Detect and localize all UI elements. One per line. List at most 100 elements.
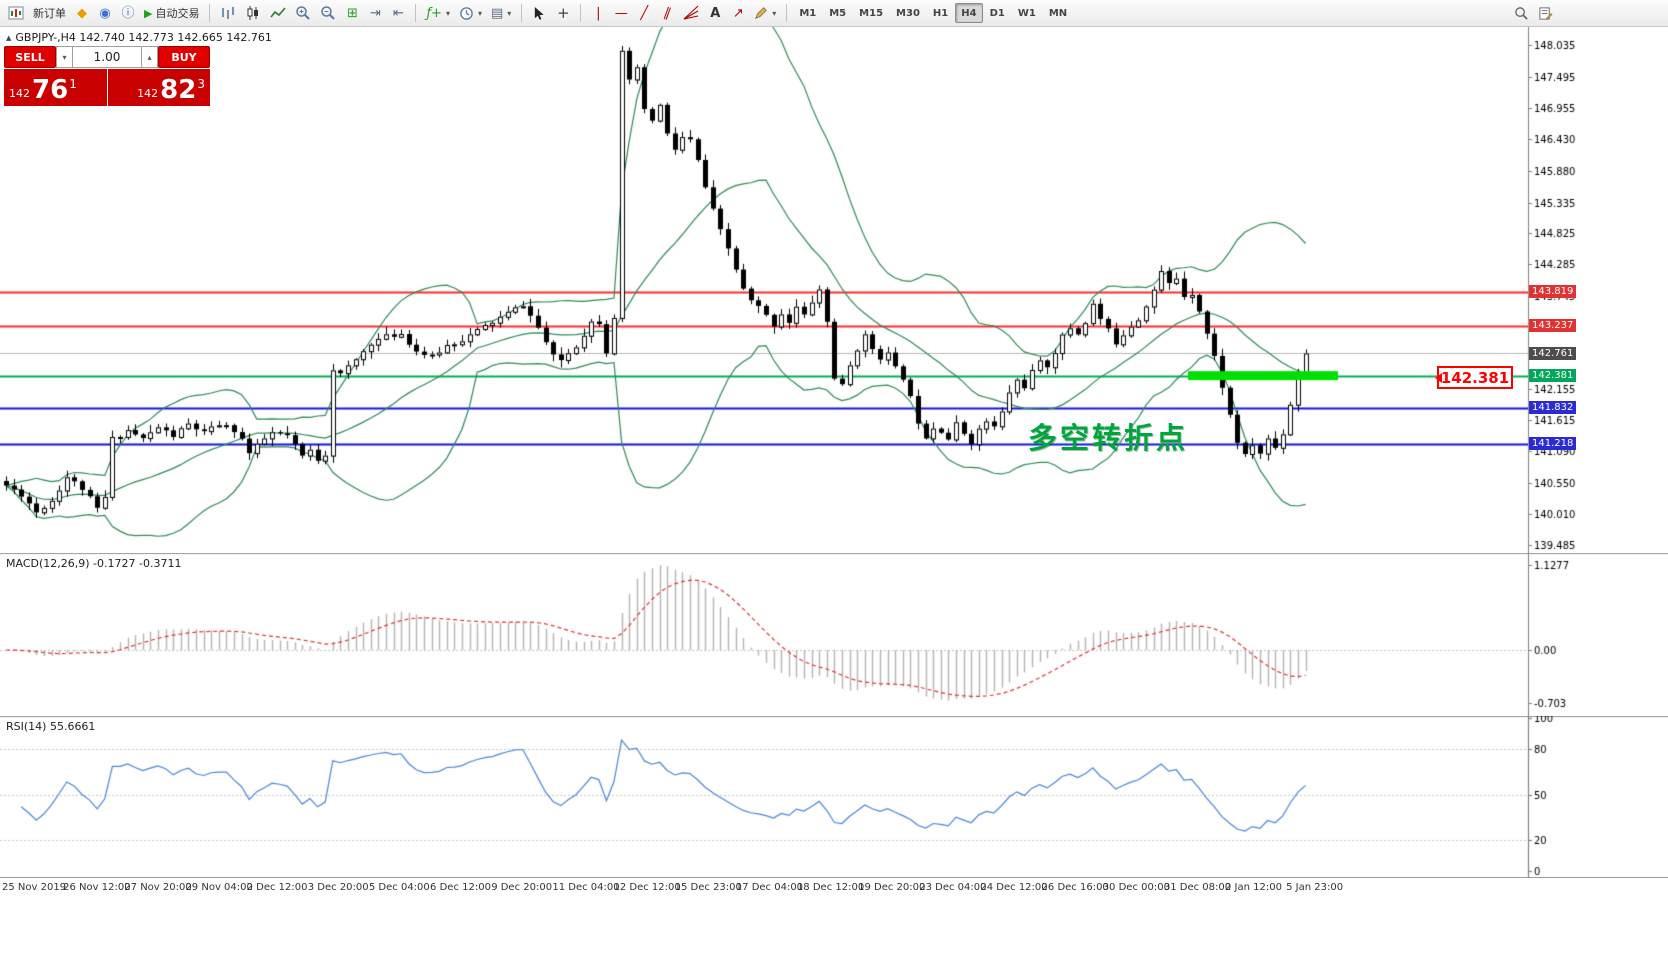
sell-price-prefix: 142 — [9, 87, 30, 100]
pencil-icon — [755, 7, 768, 20]
fibonacci-tool-icon[interactable] — [679, 2, 703, 24]
text-tool-icon[interactable]: A — [710, 5, 721, 21]
macd-indicator-label: MACD(12,26,9) -0.1727 -0.3711 — [6, 557, 182, 570]
chevron-down-icon: ▾ — [477, 8, 482, 18]
sell-button[interactable]: SELL — [4, 46, 56, 68]
symbol-info: ▲ GBPJPY-,H4 142.740 142.773 142.665 142… — [6, 31, 272, 44]
templates-menu-button[interactable]: ▤ ▾ — [487, 2, 515, 24]
time-axis-label: 2 Dec 12:00 — [246, 882, 308, 893]
rsi-panel-canvas[interactable] — [0, 716, 1668, 877]
alerts-icon[interactable]: ◆ — [77, 5, 87, 21]
zoom-in-icon[interactable] — [291, 2, 315, 24]
time-axis-label: 5 Dec 04:00 — [368, 882, 430, 893]
price-callout-value: 142.381 — [1440, 368, 1510, 387]
navigator-icon[interactable]: ⓘ — [121, 5, 135, 21]
price-flag: 142.761 — [1529, 346, 1576, 360]
turning-point-annotation[interactable]: 多空转折点 — [1028, 421, 1189, 455]
chevron-down-icon: ▾ — [507, 8, 512, 18]
timeframe-h1-button[interactable]: H1 — [927, 3, 954, 23]
buy-price-prefix: 142 — [137, 87, 159, 100]
timeframe-mn-button[interactable]: MN — [1043, 3, 1073, 23]
time-axis-label: 29 Nov 04:00 — [185, 882, 253, 893]
channel-tool-icon[interactable]: ∥ — [661, 4, 673, 22]
timeframe-m30-button[interactable]: M30 — [890, 3, 926, 23]
volume-input[interactable] — [73, 46, 141, 68]
sell-price-display[interactable]: 142 76 1 — [4, 69, 107, 106]
autotrading-label: 自动交易 — [155, 7, 200, 20]
zoom-out-icon[interactable] — [316, 2, 340, 24]
timeframe-h4-button[interactable]: H4 — [955, 3, 983, 23]
macd-panel-canvas[interactable] — [0, 553, 1668, 716]
time-axis-label: 12 Dec 12:00 — [613, 882, 681, 893]
timeframe-d1-button[interactable]: D1 — [984, 3, 1011, 23]
buy-button[interactable]: BUY — [158, 46, 210, 68]
chevron-down-icon: ▾ — [445, 8, 450, 18]
candlestick-mode-icon[interactable] — [241, 2, 265, 24]
timeframe-w1-button[interactable]: W1 — [1012, 3, 1042, 23]
time-axis-label: 18 Dec 12:00 — [796, 882, 865, 893]
search-icon[interactable] — [1510, 2, 1533, 24]
line-chart-mode-icon[interactable] — [266, 2, 290, 24]
trendline-tool-icon[interactable]: ╱ — [640, 5, 649, 21]
volume-decrease-button[interactable]: ▾ — [56, 46, 73, 68]
main-chart-canvas[interactable] — [0, 27, 1668, 553]
buy-price-point: 3 — [197, 77, 205, 91]
time-axis-label: 2 Jan 12:00 — [1225, 882, 1282, 893]
auto-scroll-icon[interactable]: ⇥ — [370, 5, 381, 21]
collapse-triangle-icon: ▲ — [6, 33, 12, 42]
sell-price-pips: 76 — [32, 75, 69, 105]
time-axis-label: 9 Dec 20:00 — [491, 882, 553, 893]
time-axis-label: 30 Dec 00:00 — [1102, 882, 1170, 893]
bar-chart-mode-icon[interactable] — [216, 2, 240, 24]
price-callout[interactable]: 142.381 — [1435, 366, 1513, 389]
time-axis-label: 15 Dec 23:00 — [674, 882, 742, 893]
toolbar: 新订单 ◆ ◉ ⓘ ▶ 自动交易 ⊞ ⇥ ⇤ ƒ+ ▾ ▾ ▤ ▾ + | — … — [0, 0, 1668, 27]
price-flag: 141.218 — [1529, 437, 1576, 451]
price-flag: 143.237 — [1529, 319, 1576, 333]
tile-windows-icon[interactable]: ⊞ — [347, 5, 358, 21]
autotrading-play-icon: ▶ — [144, 6, 153, 20]
time-axis-label: 27 Nov 20:00 — [124, 882, 192, 893]
time-axis: 25 Nov 2019 26 Nov 12:00 27 Nov 20:00 29 No… — [0, 877, 1668, 897]
more-drawing-tools-button[interactable]: ▾ — [750, 2, 780, 24]
price-flag: 143.819 — [1529, 285, 1576, 299]
crosshair-tool-icon[interactable]: + — [557, 3, 570, 22]
new-chart-window-icon[interactable] — [4, 2, 28, 24]
price-flag: 142.381 — [1529, 369, 1576, 383]
time-axis-label: 25 Nov 2019 — [2, 882, 67, 893]
price-flag: 141.832 — [1529, 401, 1576, 415]
time-axis-label: 17 Dec 04:00 — [735, 882, 804, 893]
time-axis-label: 26 Dec 16:00 — [1041, 882, 1109, 893]
time-axis-label: 23 Dec 04:00 — [919, 882, 987, 893]
periods-menu-button[interactable]: ▾ — [455, 2, 486, 24]
template-icon: ▤ — [490, 5, 504, 21]
horizontal-line-tool-icon[interactable]: — — [614, 5, 628, 21]
indicators-icon: ƒ+ — [426, 5, 442, 21]
indicators-menu-button[interactable]: ƒ+ ▾ — [422, 2, 454, 24]
buy-price-display[interactable]: 142 82 3 — [106, 69, 211, 106]
time-axis-label: 31 Dec 08:00 — [1163, 882, 1232, 893]
timeframe-m5-button[interactable]: M5 — [823, 3, 852, 23]
cursor-tool-icon[interactable] — [528, 2, 551, 24]
vertical-line-tool-icon[interactable]: | — [596, 5, 601, 21]
timeframe-m15-button[interactable]: M15 — [853, 3, 889, 23]
market-watch-icon[interactable]: ◉ — [99, 5, 111, 21]
one-click-trading-panel: SELL ▾ ▴ BUY 142 76 1 142 82 3 — [4, 46, 210, 106]
clock-icon — [460, 6, 473, 20]
symbol-ohlc-text: GBPJPY-,H4 142.740 142.773 142.665 142.7… — [15, 31, 272, 44]
new-order-button[interactable]: 新订单 — [29, 2, 70, 24]
volume-increase-button[interactable]: ▴ — [141, 46, 158, 68]
edit-icon[interactable] — [1534, 2, 1557, 24]
arrows-tool-icon[interactable]: ↗ — [732, 5, 744, 21]
time-axis-label: 24 Dec 12:00 — [980, 882, 1048, 893]
buy-price-pips: 82 — [160, 75, 197, 105]
time-axis-label: 3 Dec 20:00 — [307, 882, 369, 893]
timeframe-m1-button[interactable]: M1 — [793, 3, 822, 23]
rsi-indicator-label: RSI(14) 55.6661 — [6, 720, 96, 733]
time-axis-label: 19 Dec 20:00 — [858, 882, 926, 893]
time-axis-label: 5 Jan 23:00 — [1286, 882, 1344, 893]
autotrading-button[interactable]: ▶ 自动交易 — [140, 2, 203, 24]
chart-shift-icon[interactable]: ⇤ — [393, 5, 404, 21]
chevron-down-icon: ▾ — [772, 8, 777, 18]
